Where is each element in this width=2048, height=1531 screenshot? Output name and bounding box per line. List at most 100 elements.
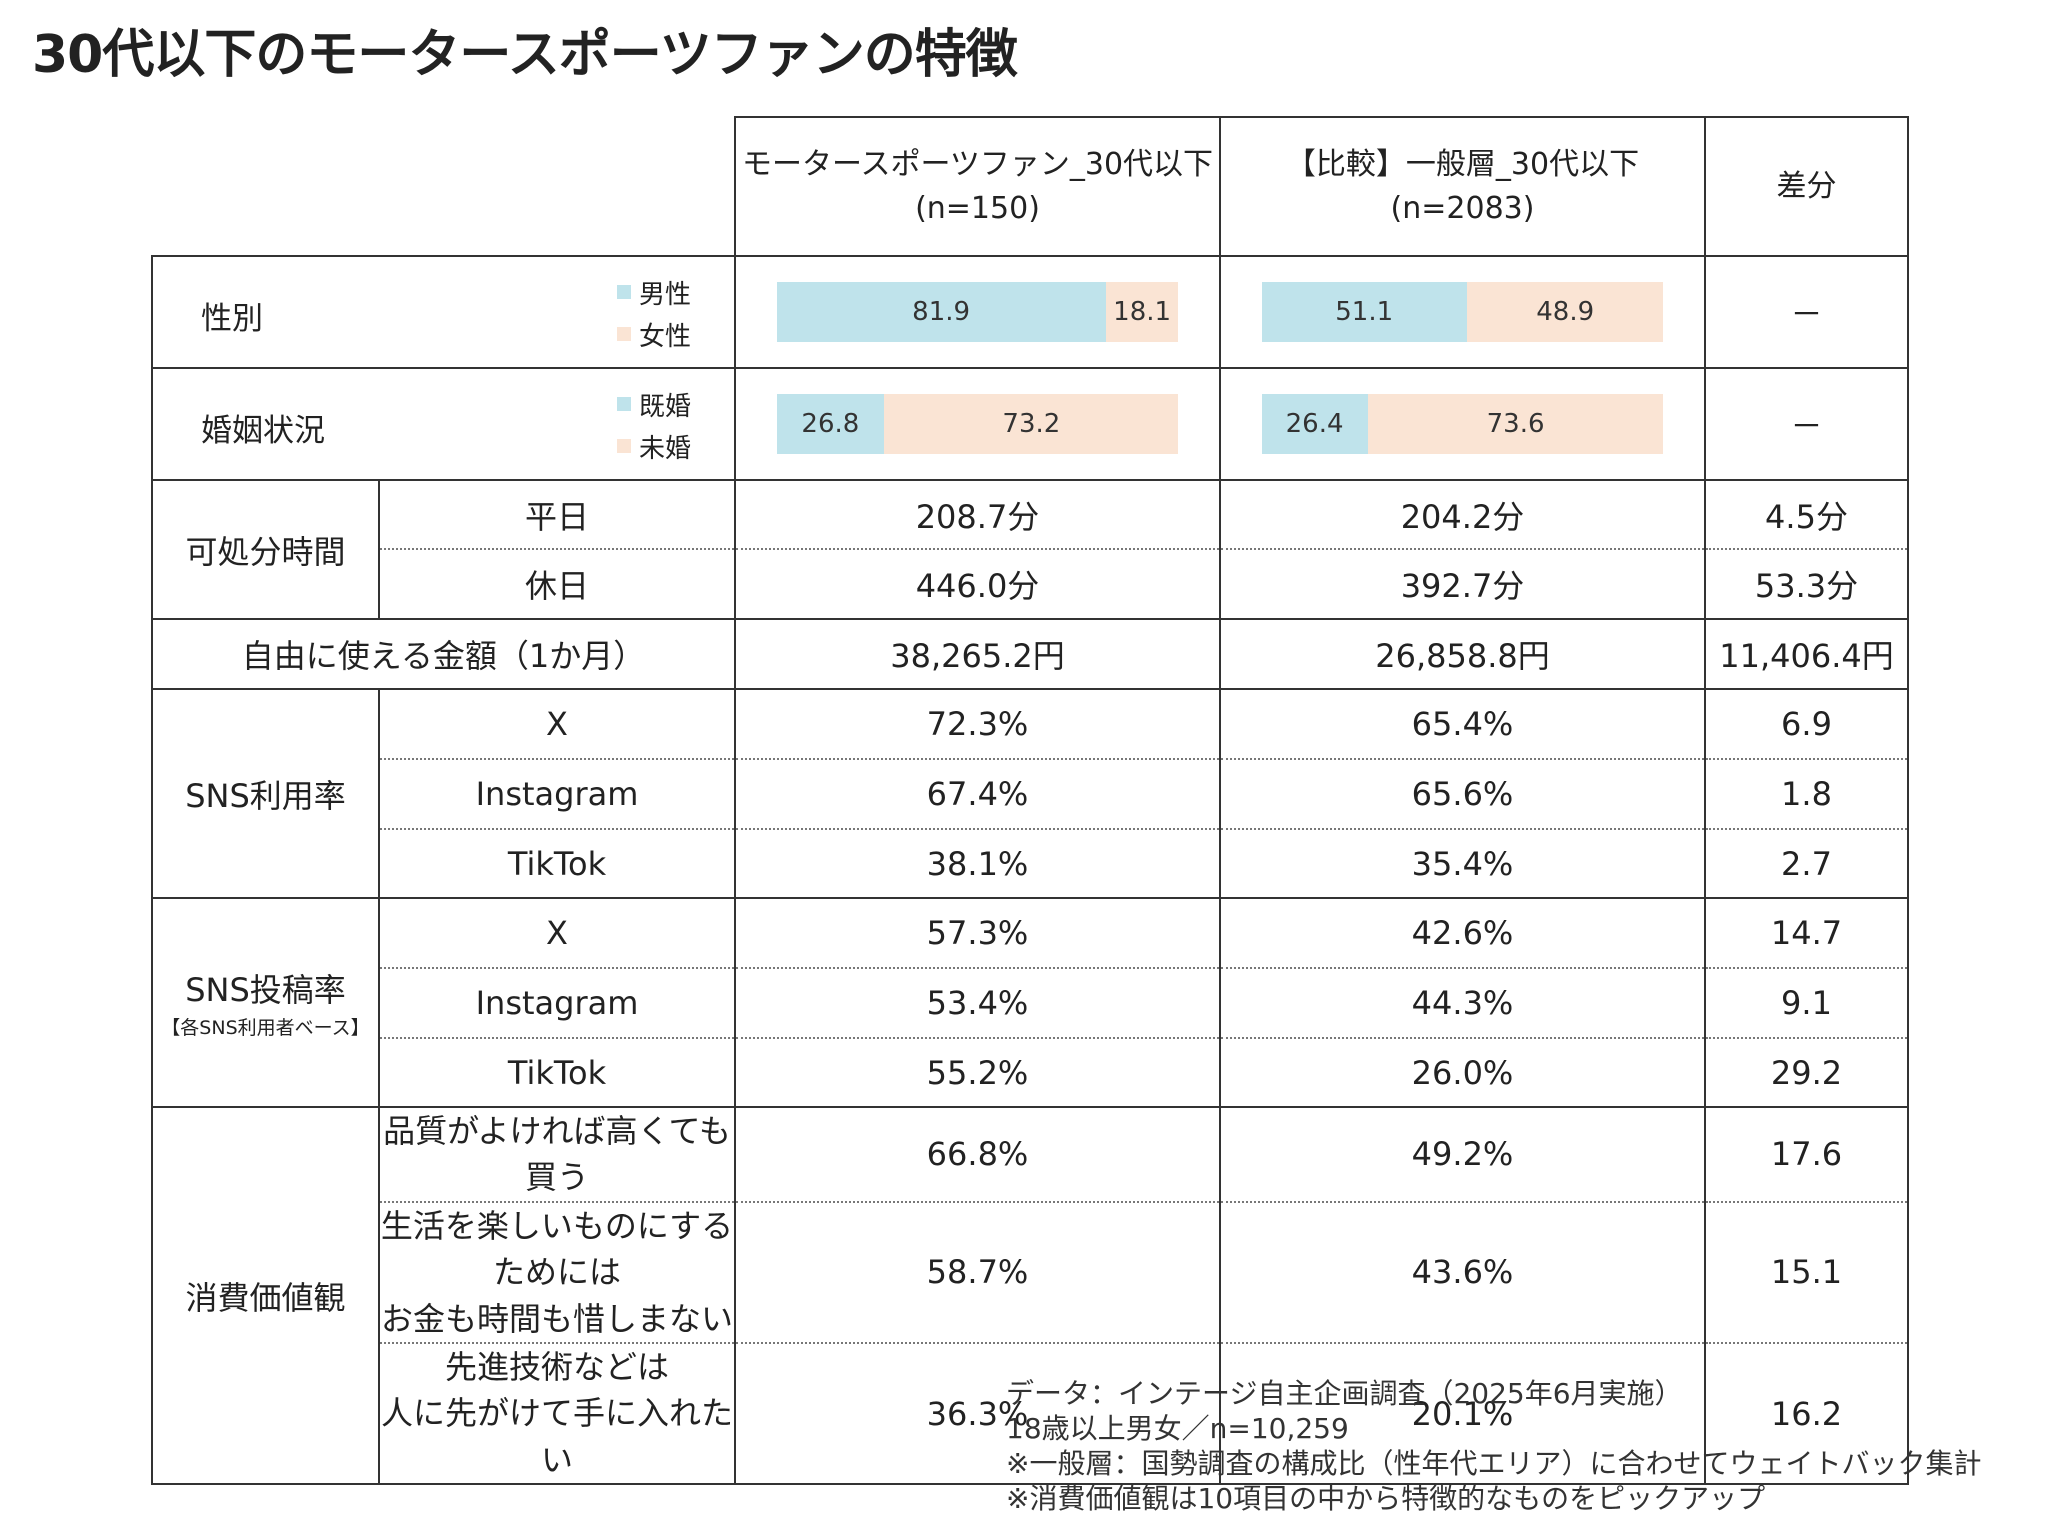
gender-row: 性別 男性 女性 81.9 18.1 51.1 48.9 － [151,255,1909,369]
free-time-fan-weekday: 208.7分 [734,479,1221,550]
header-fan-n: (n=150) [915,190,1040,226]
values-general-tech: 20.1% [1219,1341,1706,1486]
values-general-enjoy: 43.6% [1219,1200,1706,1344]
marital-label-cell: 婚姻状況 既婚 未婚 [151,367,736,481]
sns-use-sub-tiktok: TikTok [378,828,736,899]
sns-post-row-tiktok: TikTok 55.2% 26.0% 29.2 [152,1037,1909,1108]
marital-general-married-value: 26.4 [1285,409,1344,439]
sns-use-sub-x: X [378,688,736,760]
sns-use-diff-x: 6.9 [1704,688,1909,760]
money-general: 26,858.8円 [1219,618,1706,690]
sns-post-general-x: 42.6% [1219,897,1706,969]
marital-legend: 既婚 未婚 [617,383,691,467]
free-time-diff-holiday: 53.3分 [1704,548,1909,620]
marital-fan-cell: 26.8 73.2 [734,367,1221,481]
legend-single: 未婚 [639,433,692,464]
values-sub-tech-line1: 先進技術などは [444,1347,669,1386]
money-row: 自由に使える金額（1か月） 38,265.2円 26,858.8円 11,406… [151,618,1909,690]
legend-married: 既婚 [639,391,692,422]
gender-label: 性別 [201,301,263,337]
legend-female: 女性 [639,321,692,352]
values-row-quality: 消費価値観 品質がよければ高くても買う 66.8% 49.2% 17.6 [151,1105,1909,1486]
sns-use-general-x: 65.4% [1219,688,1706,760]
marital-general-single-value: 73.6 [1486,409,1545,439]
sns-post-diff-instagram: 9.1 [1704,967,1909,1039]
sns-use-row-x: SNS利用率 X 72.3% 65.4% 6.9 [151,688,1909,899]
values-diff-quality: 17.6 [1704,1106,1909,1203]
marital-fan-married-bar: 26.8 [776,394,885,454]
sns-post-row-x: SNS投稿率 【各SNS利用者ベース】 X 57.3% 42.6% 14.7 [151,897,1909,1108]
values-sub-quality: 品質がよければ高くても買う [378,1106,736,1203]
sns-use-fan-instagram: 67.4% [734,758,1221,830]
sns-post-sub-instagram: Instagram [378,967,736,1039]
gender-legend: 男性 女性 [617,271,691,355]
money-diff: 11,406.4円 [1704,618,1909,690]
sns-post-sub-tiktok: TikTok [378,1037,736,1108]
values-fan-enjoy: 58.7% [734,1200,1221,1344]
free-time-fan-holiday: 446.0分 [734,548,1221,620]
money-fan: 38,265.2円 [734,618,1221,690]
gender-fan-female-value: 18.1 [1113,297,1172,327]
gender-general-cell: 51.1 48.9 [1219,255,1706,369]
sns-use-general-instagram: 65.6% [1219,758,1706,830]
values-label: 消費価値観 [151,1105,380,1486]
values-row-enjoy: 生活を楽しいものにするためには お金も時間も惜しまない 58.7% 43.6% … [152,1200,1909,1344]
values-fan-tech: 36.3% [734,1341,1221,1486]
gender-fan-cell: 81.9 18.1 [734,255,1221,369]
values-sub-tech-line2: 人に先がけて手に入れたい [380,1394,733,1479]
marital-fan-single-value: 73.2 [1002,409,1061,439]
sns-post-fan-instagram: 53.4% [734,967,1221,1039]
marital-row: 婚姻状況 既婚 未婚 26.8 73.2 26.4 73.6 － [151,367,1909,481]
free-time-general-holiday: 392.7分 [1219,548,1706,620]
header-fan-name: モータースポーツファン_30代以下 [741,147,1214,182]
sns-post-sub-x: X [378,897,736,969]
header-general-n: (n=2083) [1390,190,1535,226]
marital-label: 婚姻状況 [201,413,325,449]
note-line-4: ※消費価値観は10項目の中から特徴的なものをピックアップ [1006,1482,1766,1515]
sns-post-diff-x: 14.7 [1704,897,1909,969]
legend-female-swatch [617,327,631,341]
gender-general-male-value: 51.1 [1335,297,1394,327]
sns-post-fan-tiktok: 55.2% [734,1037,1221,1108]
sns-post-general-tiktok: 26.0% [1219,1037,1706,1108]
sns-post-general-instagram: 44.3% [1219,967,1706,1039]
free-time-sub-weekday: 平日 [378,479,736,550]
gender-general-female-bar: 48.9 [1466,282,1664,342]
legend-male: 男性 [639,279,692,310]
sns-post-row-instagram: Instagram 53.4% 44.3% 9.1 [152,967,1909,1039]
gender-fan-bar: 81.9 18.1 [776,282,1179,342]
free-time-sub-holiday: 休日 [378,548,736,620]
gender-fan-male-bar: 81.9 [776,282,1106,342]
marital-diff: － [1704,367,1909,481]
free-time-label: 可処分時間 [151,479,380,620]
sns-use-sub-instagram: Instagram [378,758,736,830]
note-line-3: ※一般層：国勢調査の構成比（性年代エリア）に合わせてウェイトバック集計 [1006,1447,1982,1480]
values-sub-tech: 先進技術などは 人に先がけて手に入れたい [378,1341,736,1486]
marital-general-cell: 26.4 73.6 [1219,367,1706,481]
sns-post-label: SNS投稿率 [185,971,346,1009]
money-label: 自由に使える金額（1か月） [151,618,736,690]
sns-use-diff-tiktok: 2.7 [1704,828,1909,899]
page-title: 30代以下のモータースポーツファンの特徴 [32,25,1018,85]
header-diff: 差分 [1704,116,1909,257]
legend-single-swatch [617,439,631,453]
gender-general-male-bar: 51.1 [1261,282,1467,342]
marital-general-married-bar: 26.4 [1261,394,1368,454]
source-notes: データ：インテージ自主企画調査（2025年6月実施） 18歳以上男女／n=10,… [1006,1376,1981,1516]
values-fan-quality: 66.8% [734,1106,1221,1203]
gender-diff: － [1704,255,1909,369]
gender-general-bar: 51.1 48.9 [1261,282,1664,342]
gender-general-female-value: 48.9 [1536,297,1595,327]
values-general-quality: 49.2% [1219,1106,1706,1203]
sns-use-fan-x: 72.3% [734,688,1221,760]
gender-fan-male-value: 81.9 [912,297,971,327]
header-fan: モータースポーツファン_30代以下 (n=150) [734,116,1221,257]
legend-male-swatch [617,285,631,299]
marital-general-bar: 26.4 73.6 [1261,394,1664,454]
sns-post-fan-x: 57.3% [734,897,1221,969]
note-line-2: 18歳以上男女／n=10,259 [1006,1412,1349,1445]
values-sub-quality-line1: 品質がよければ高くても買う [383,1112,731,1197]
marital-fan-bar: 26.8 73.2 [776,394,1179,454]
sns-use-fan-tiktok: 38.1% [734,828,1221,899]
sns-post-diff-tiktok: 29.2 [1704,1037,1909,1108]
